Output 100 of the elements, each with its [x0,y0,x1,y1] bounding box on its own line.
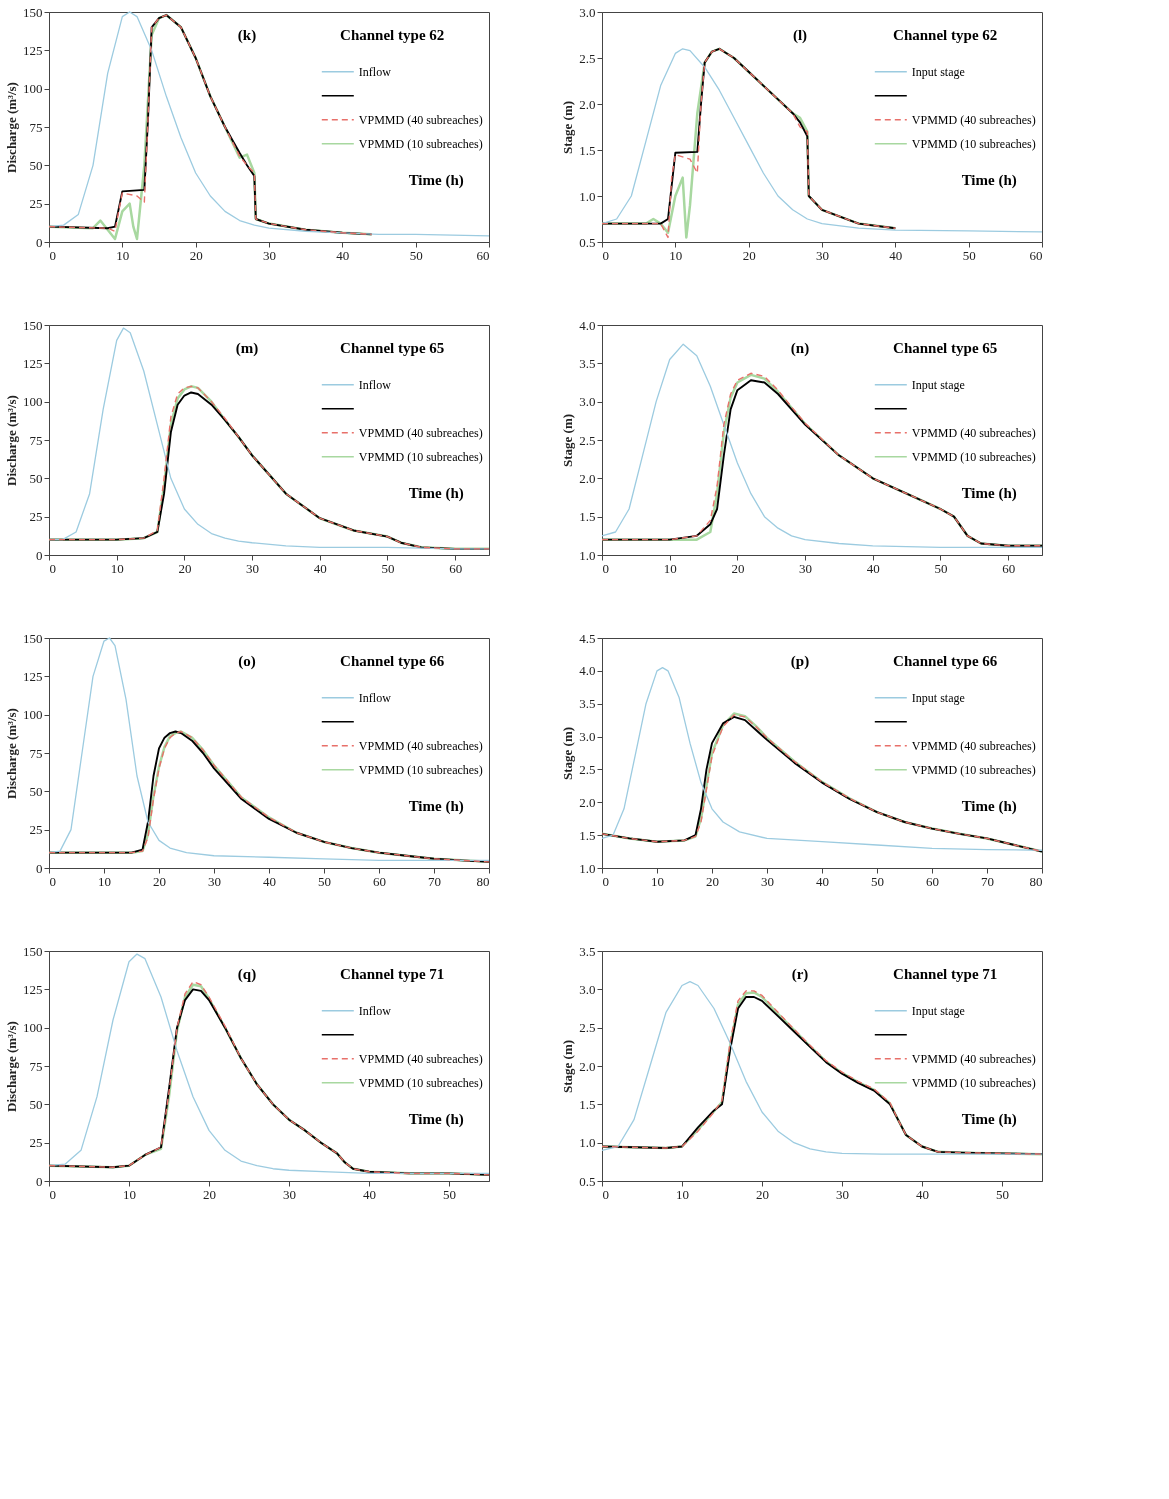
annotation: Channel type 66 [340,653,445,669]
x-tick-label: 0 [49,560,56,576]
x-tick-label: 0 [49,873,56,889]
y-tick-label: 3.5 [579,943,596,959]
y-tick-label: 125 [23,668,43,684]
x-tick-label: 0 [49,1186,56,1202]
x-tick-label: 30 [816,247,829,263]
y-tick-label: 100 [23,1020,43,1036]
y-tick-label: 2.0 [579,794,596,810]
y-tick-label: 125 [23,355,43,371]
x-tick-label: 20 [742,247,756,263]
y-tick-label: 2.5 [579,432,596,448]
annotation: Channel type 62 [340,27,445,43]
x-tick-label: 10 [98,873,111,889]
x-tick-label: 40 [866,560,880,576]
y-axis-title: Stage (m) [560,726,576,781]
legend-label: VPMMD (10 subreaches) [911,136,1036,151]
x-tick-label: 20 [706,873,719,889]
annotation: (m) [235,340,259,357]
legend-label: VPMMD (10 subreaches) [911,449,1036,464]
y-tick-label: 100 [23,81,43,97]
x-tick-label: 20 [153,873,166,889]
y-tick-label: 2.5 [579,50,596,66]
y-tick-label: 1.5 [579,142,596,158]
y-tick-label: 25 [29,509,43,525]
x-tick-label: 40 [336,247,350,263]
x-tick-label: 0 [602,560,609,576]
x-tick-label: 60 [373,873,386,889]
annotation: (q) [237,966,257,983]
x-tick-label: 30 [283,1186,296,1202]
y-tick-label: 1.0 [579,188,596,204]
y-tick-label: 0.5 [579,1173,596,1189]
annotation: Channel type 66 [893,653,998,669]
x-tick-label: 10 [651,873,664,889]
y-tick-label: 1.5 [579,827,596,843]
y-tick-label: 50 [29,1096,43,1112]
annotation: (r) [791,966,809,983]
y-tick-label: 50 [29,470,43,486]
legend-label: VPMMD (40 subreaches) [358,1051,483,1066]
legend-label: Inflow [358,1003,392,1018]
x-axis-title: Time (h) [408,171,464,189]
y-tick-label: 0 [36,547,43,563]
legend-label: VPMMD (10 subreaches) [358,449,483,464]
x-tick-label: 10 [663,560,677,576]
y-axis-title: Discharge (m³/s) [4,395,19,486]
x-tick-label: 30 [836,1186,849,1202]
x-tick-label: 0 [602,1186,609,1202]
x-tick-label: 50 [318,873,331,889]
x-tick-label: 60 [1002,560,1016,576]
x-tick-label: 0 [49,247,56,263]
x-tick-label: 40 [889,247,903,263]
y-tick-label: 4.5 [579,630,596,646]
x-tick-label: 20 [756,1186,769,1202]
annotation: (n) [790,340,810,357]
x-tick-label: 50 [443,1186,456,1202]
x-tick-label: 50 [381,560,395,576]
y-tick-label: 125 [23,42,43,58]
x-tick-label: 60 [926,873,939,889]
y-tick-label: 150 [23,4,43,20]
x-tick-label: 20 [203,1186,216,1202]
y-tick-label: 3.0 [579,729,596,745]
legend-label: VPMMD (40 subreaches) [358,425,483,440]
y-tick-label: 25 [29,196,43,212]
y-tick-label: 4.0 [579,317,596,333]
x-tick-label: 70 [428,873,441,889]
x-tick-label: 50 [934,560,948,576]
y-tick-label: 3.0 [579,394,596,410]
annotation: Channel type 65 [893,340,998,356]
x-tick-label: 40 [916,1186,929,1202]
y-tick-label: 3.5 [579,696,596,712]
y-tick-label: 75 [29,745,43,761]
y-tick-label: 75 [29,432,43,448]
y-tick-label: 75 [29,119,43,135]
annotation: (o) [238,653,256,670]
y-tick-label: 2.5 [579,1020,596,1036]
annotation: Channel type 62 [893,27,998,43]
annotation: (p) [790,653,810,670]
legend-label: VPMMD (10 subreaches) [911,1075,1036,1090]
y-tick-label: 2.0 [579,470,596,486]
y-tick-label: 3.5 [579,355,596,371]
x-tick-label: 10 [669,247,683,263]
y-tick-label: 150 [23,943,43,959]
annotation: (l) [792,27,808,44]
y-axis-title: Discharge (m³/s) [4,1021,19,1112]
x-tick-label: 30 [246,560,260,576]
x-tick-label: 40 [263,873,276,889]
legend-label: VPMMD (40 subreaches) [911,425,1036,440]
x-axis-title: Time (h) [408,1110,464,1128]
y-tick-label: 25 [29,822,43,838]
legend-label: VPMMD (10 subreaches) [358,1075,483,1090]
x-axis-title: Time (h) [408,797,464,815]
legend-label: VPMMD (40 subreaches) [911,112,1036,127]
x-tick-label: 10 [110,560,124,576]
y-tick-label: 2.0 [579,96,596,112]
legend-label: VPMMD (40 subreaches) [911,1051,1036,1066]
y-axis-title: Discharge (m³/s) [4,82,19,173]
annotation: Channel type 71 [893,966,998,982]
x-tick-label: 20 [189,247,203,263]
x-tick-label: 10 [116,247,130,263]
legend-label: VPMMD (40 subreaches) [358,738,483,753]
